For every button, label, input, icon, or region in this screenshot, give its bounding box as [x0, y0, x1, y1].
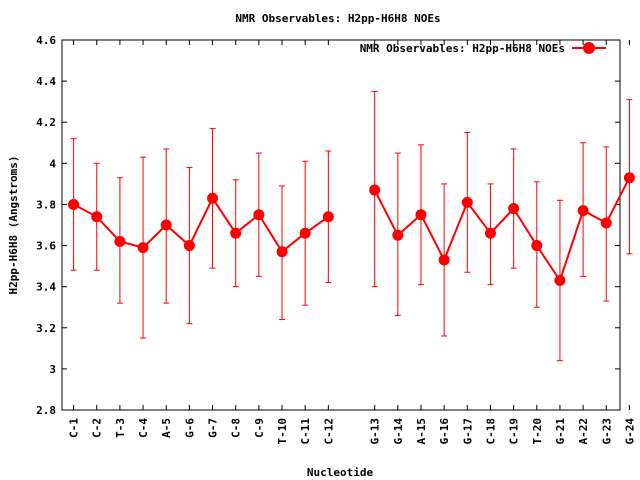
data-point — [484, 227, 496, 239]
x-tick-label: C-1 — [68, 418, 81, 438]
x-tick-label: C-4 — [137, 418, 150, 438]
data-point — [230, 227, 242, 239]
x-tick-label: G-24 — [623, 418, 636, 445]
x-tick-label: C-19 — [508, 418, 521, 445]
data-point — [137, 242, 149, 254]
x-tick-label: G-17 — [461, 418, 474, 445]
data-point — [369, 184, 381, 196]
data-point — [276, 246, 288, 258]
x-tick-label: C-12 — [322, 418, 335, 445]
y-tick-label: 3.2 — [36, 322, 56, 335]
data-point — [392, 229, 404, 241]
data-point — [415, 209, 427, 221]
data-point — [253, 209, 265, 221]
y-tick-label: 3.8 — [36, 198, 56, 211]
y-tick-label: 4.6 — [36, 34, 56, 47]
data-point — [114, 235, 126, 247]
y-axis-label: H2pp-H6H8 (Angstroms) — [7, 155, 20, 294]
x-tick-label: A-5 — [160, 418, 173, 438]
chart-title: NMR Observables: H2pp-H6H8 NOEs — [235, 12, 440, 25]
x-tick-label: C-9 — [253, 418, 266, 438]
data-point — [160, 219, 172, 231]
plot-area: 2.8 3 3.2 3.4 3.6 3.8 4 4.2 4.4 4.6 C-1 C-2 T-3 C-4 A-… — [36, 34, 636, 445]
x-tick-label: T-20 — [531, 418, 544, 445]
x-tick-label: G-6 — [183, 418, 196, 438]
legend-marker — [583, 42, 595, 54]
x-tick-label: C-11 — [299, 418, 312, 445]
data-point — [461, 196, 473, 208]
y-tick-label: 4 — [49, 157, 56, 170]
x-tick-label: A-22 — [577, 418, 590, 445]
y-tick-label: 4.2 — [36, 116, 56, 129]
data-point — [508, 203, 520, 215]
y-tick-label: 4.4 — [36, 75, 56, 88]
data-point — [207, 192, 219, 204]
data-point — [183, 240, 195, 252]
x-tick-label: G-23 — [600, 418, 613, 445]
data-point — [531, 240, 543, 252]
y-tick-label: 3.4 — [36, 281, 56, 294]
data-point — [322, 211, 334, 223]
data-point — [68, 198, 80, 210]
plot-frame — [61, 39, 621, 411]
x-tick-label: G-21 — [554, 418, 567, 445]
data-point — [299, 227, 311, 239]
x-tick-label: G-16 — [438, 418, 451, 445]
x-tick-label: T-10 — [276, 418, 289, 445]
data-point — [600, 217, 612, 229]
x-tick-label: A-15 — [415, 418, 428, 445]
data-point — [91, 211, 103, 223]
data-point — [554, 275, 566, 286]
series-line — [373, 177, 631, 283]
series-line — [73, 196, 329, 254]
data-point — [438, 254, 450, 266]
legend-label: NMR Observables: H2pp-H6H8 NOEs — [360, 42, 565, 55]
x-tick-label: G-7 — [207, 418, 220, 438]
x-tick-label: T-3 — [114, 418, 127, 438]
x-tick-label: G-13 — [369, 418, 382, 445]
legend: NMR Observables: H2pp-H6H8 NOEs — [360, 42, 606, 55]
y-tick-label: 2.8 — [36, 404, 56, 417]
x-tick-label: C-2 — [91, 418, 104, 438]
x-axis-label: Nucleotide — [307, 466, 374, 479]
data-point — [623, 172, 635, 184]
y-tick-label: 3.6 — [36, 240, 56, 253]
data-point — [577, 205, 589, 217]
y-tick-label: 3 — [49, 363, 56, 376]
x-tick-label: G-14 — [392, 418, 405, 445]
x-tick-label: C-8 — [230, 418, 243, 438]
x-tick-label: C-18 — [484, 418, 497, 445]
